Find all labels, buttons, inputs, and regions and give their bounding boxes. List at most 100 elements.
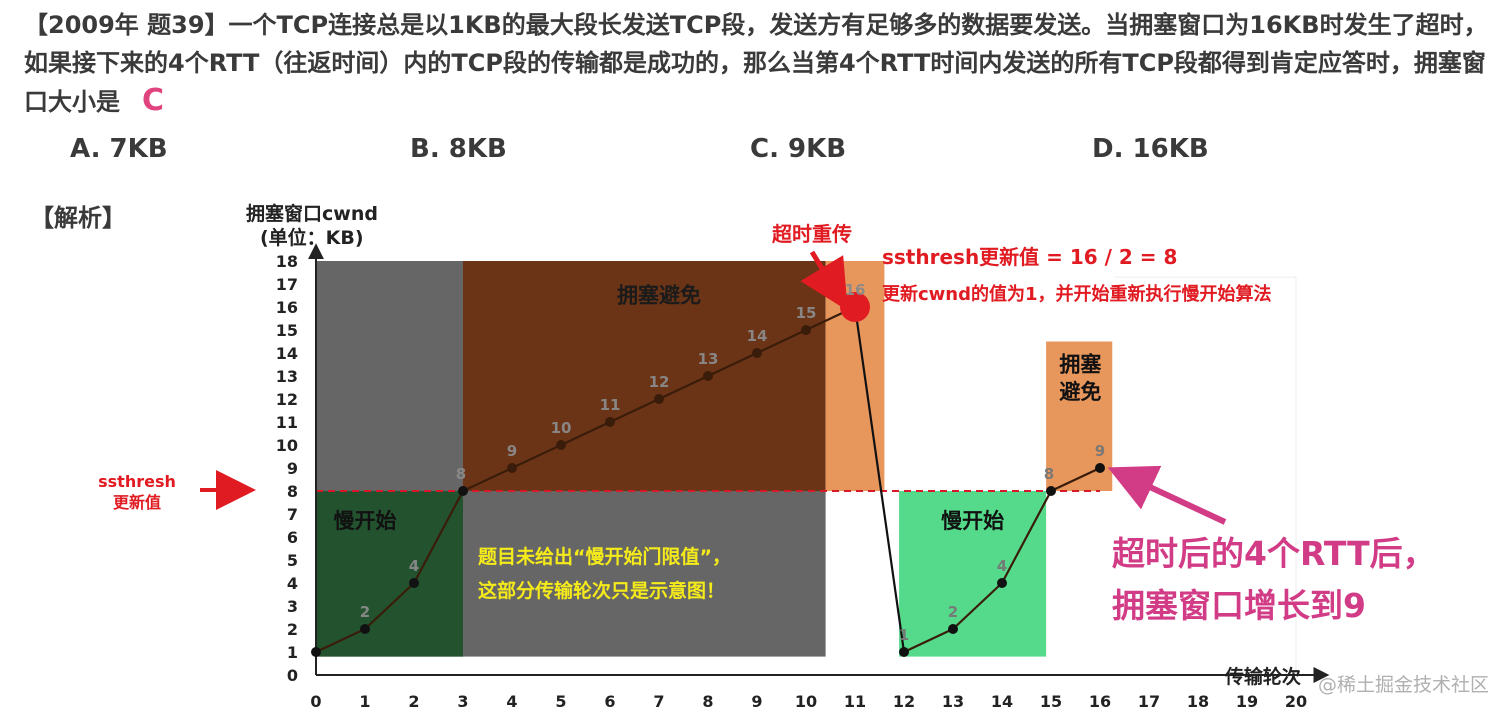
- analysis-label: 【解析】: [30, 204, 126, 232]
- data-point: [605, 417, 615, 427]
- y-tick-label: 0: [287, 666, 298, 685]
- point-label: 10: [551, 419, 572, 437]
- y-tick-label: 15: [276, 321, 298, 340]
- point-label: 9: [507, 442, 517, 460]
- x-tick-label: 14: [991, 692, 1013, 711]
- region-label-ca2-line1: 拥塞: [1059, 352, 1102, 376]
- point-label: 2: [360, 603, 370, 621]
- y-tick-label: 4: [287, 574, 298, 593]
- point-label: 1: [899, 626, 909, 644]
- series-line: [315, 306, 856, 653]
- result-line-2: 拥塞窗口增长到9: [1112, 586, 1366, 625]
- option-c: C. 9KB: [750, 134, 847, 164]
- y-axis-unit: (单位：KB): [260, 226, 364, 249]
- question-body: 【2009年 题39】一个TCP连接总是以1KB的最大段长发送TCP段，发送方有…: [24, 11, 1488, 116]
- timeout-arrow: [800, 250, 848, 311]
- ssthresh-side-label-1: ssthresh: [98, 472, 176, 491]
- watermark: @稀土掘金技术社区: [1318, 674, 1490, 696]
- data-point: [752, 348, 762, 358]
- data-point: [1095, 463, 1105, 473]
- x-tick-label: 11: [844, 692, 866, 711]
- point-label: 11: [600, 396, 621, 414]
- option-d: D. 16KB: [1092, 134, 1209, 164]
- ssthresh-update-text: ssthresh更新值 = 16 / 2 = 8: [882, 245, 1177, 269]
- data-point: [703, 371, 713, 381]
- x-tick-label: 3: [457, 692, 468, 711]
- data-point: [654, 394, 664, 404]
- x-tick-label: 9: [751, 692, 762, 711]
- option-b: B. 8KB: [410, 134, 507, 164]
- point-label: 13: [698, 350, 719, 368]
- y-tick-label: 17: [276, 275, 298, 294]
- result-line-1: 超时后的4个RTT后，: [1112, 534, 1436, 573]
- point-label: 8: [1044, 465, 1054, 483]
- x-tick-label: 17: [1138, 692, 1160, 711]
- y-tick-label: 18: [276, 252, 298, 271]
- point-label: 14: [747, 327, 768, 345]
- data-point: [458, 486, 468, 496]
- point-label: 4: [409, 557, 419, 575]
- congestion-avoidance-region: [463, 261, 826, 491]
- x-tick-label: 15: [1040, 692, 1062, 711]
- note-line-2: 这部分传输轮次只是示意图！: [478, 579, 725, 602]
- x-tick-label: 20: [1285, 692, 1307, 711]
- data-point: [360, 624, 370, 634]
- y-tick-label: 12: [276, 390, 298, 409]
- point-label: 15: [796, 304, 817, 322]
- y-tick-label: 13: [276, 367, 298, 386]
- x-tick-label: 13: [942, 692, 964, 711]
- region-label-slow-start: 慢开始: [334, 509, 397, 533]
- y-tick-label: 11: [276, 413, 298, 432]
- y-tick-label: 7: [287, 505, 298, 524]
- y-tick-label: 1: [287, 643, 298, 662]
- x-tick-label: 0: [310, 692, 321, 711]
- x-tick-label: 1: [359, 692, 370, 711]
- point-label: 9: [1095, 442, 1105, 460]
- y-tick-label: 8: [287, 482, 298, 501]
- point-label: 2: [948, 603, 958, 621]
- cwnd-reset-text: 更新cwnd的值为1，并开始重新执行慢开始算法: [882, 283, 1272, 305]
- y-tick-label: 2: [287, 620, 298, 639]
- x-tick-label: 12: [893, 692, 915, 711]
- x-tick-label: 8: [702, 692, 713, 711]
- point-label: 16: [845, 281, 866, 299]
- y-tick-label: 10: [276, 436, 298, 455]
- slow-start-region: [316, 491, 463, 657]
- x-tick-label: 6: [604, 692, 615, 711]
- slow-start-region-2: [899, 491, 1047, 657]
- series-line: [853, 306, 906, 653]
- point-label: 8: [456, 465, 466, 483]
- question-text: 【2009年 题39】一个TCP连接总是以1KB的最大段长发送TCP段，发送方有…: [24, 6, 1494, 121]
- point-label: 12: [649, 373, 670, 391]
- x-tick-label: 18: [1187, 692, 1209, 711]
- y-tick-label: 9: [287, 459, 298, 478]
- data-point: [1046, 486, 1056, 496]
- y-tick-label: 6: [287, 528, 298, 547]
- region-label-slow-start-2: 慢开始: [941, 509, 1004, 533]
- data-point: [507, 463, 517, 473]
- x-axis-title: 传输轮次: [1224, 665, 1301, 688]
- y-tick-label: 3: [287, 597, 298, 616]
- y-tick-label: 5: [287, 551, 298, 570]
- timeout-label: 超时重传: [771, 222, 852, 246]
- y-axis-title: 拥塞窗口cwnd: [246, 202, 378, 225]
- ssthresh-side-label-2: 更新值: [113, 493, 161, 512]
- region-label-ca2-line2: 避免: [1059, 380, 1101, 404]
- result-arrow: [1107, 465, 1227, 525]
- x-tick-label: 7: [653, 692, 664, 711]
- option-a: A. 7KB: [70, 134, 168, 164]
- x-tick-label: 19: [1236, 692, 1258, 711]
- data-point: [997, 578, 1007, 588]
- y-tick-label: 14: [276, 344, 298, 363]
- point-label: 4: [997, 557, 1007, 575]
- x-tick-label: 10: [795, 692, 817, 711]
- x-tick-label: 16: [1089, 692, 1111, 711]
- y-tick-label: 16: [276, 298, 298, 317]
- note-line-1: 题目未给出“慢开始门限值”，: [478, 545, 731, 568]
- region-label-congestion-avoidance: 拥塞避免: [617, 283, 701, 307]
- data-point: [311, 647, 321, 657]
- x-tick-label: 5: [555, 692, 566, 711]
- data-point: [948, 624, 958, 634]
- data-point: [801, 325, 811, 335]
